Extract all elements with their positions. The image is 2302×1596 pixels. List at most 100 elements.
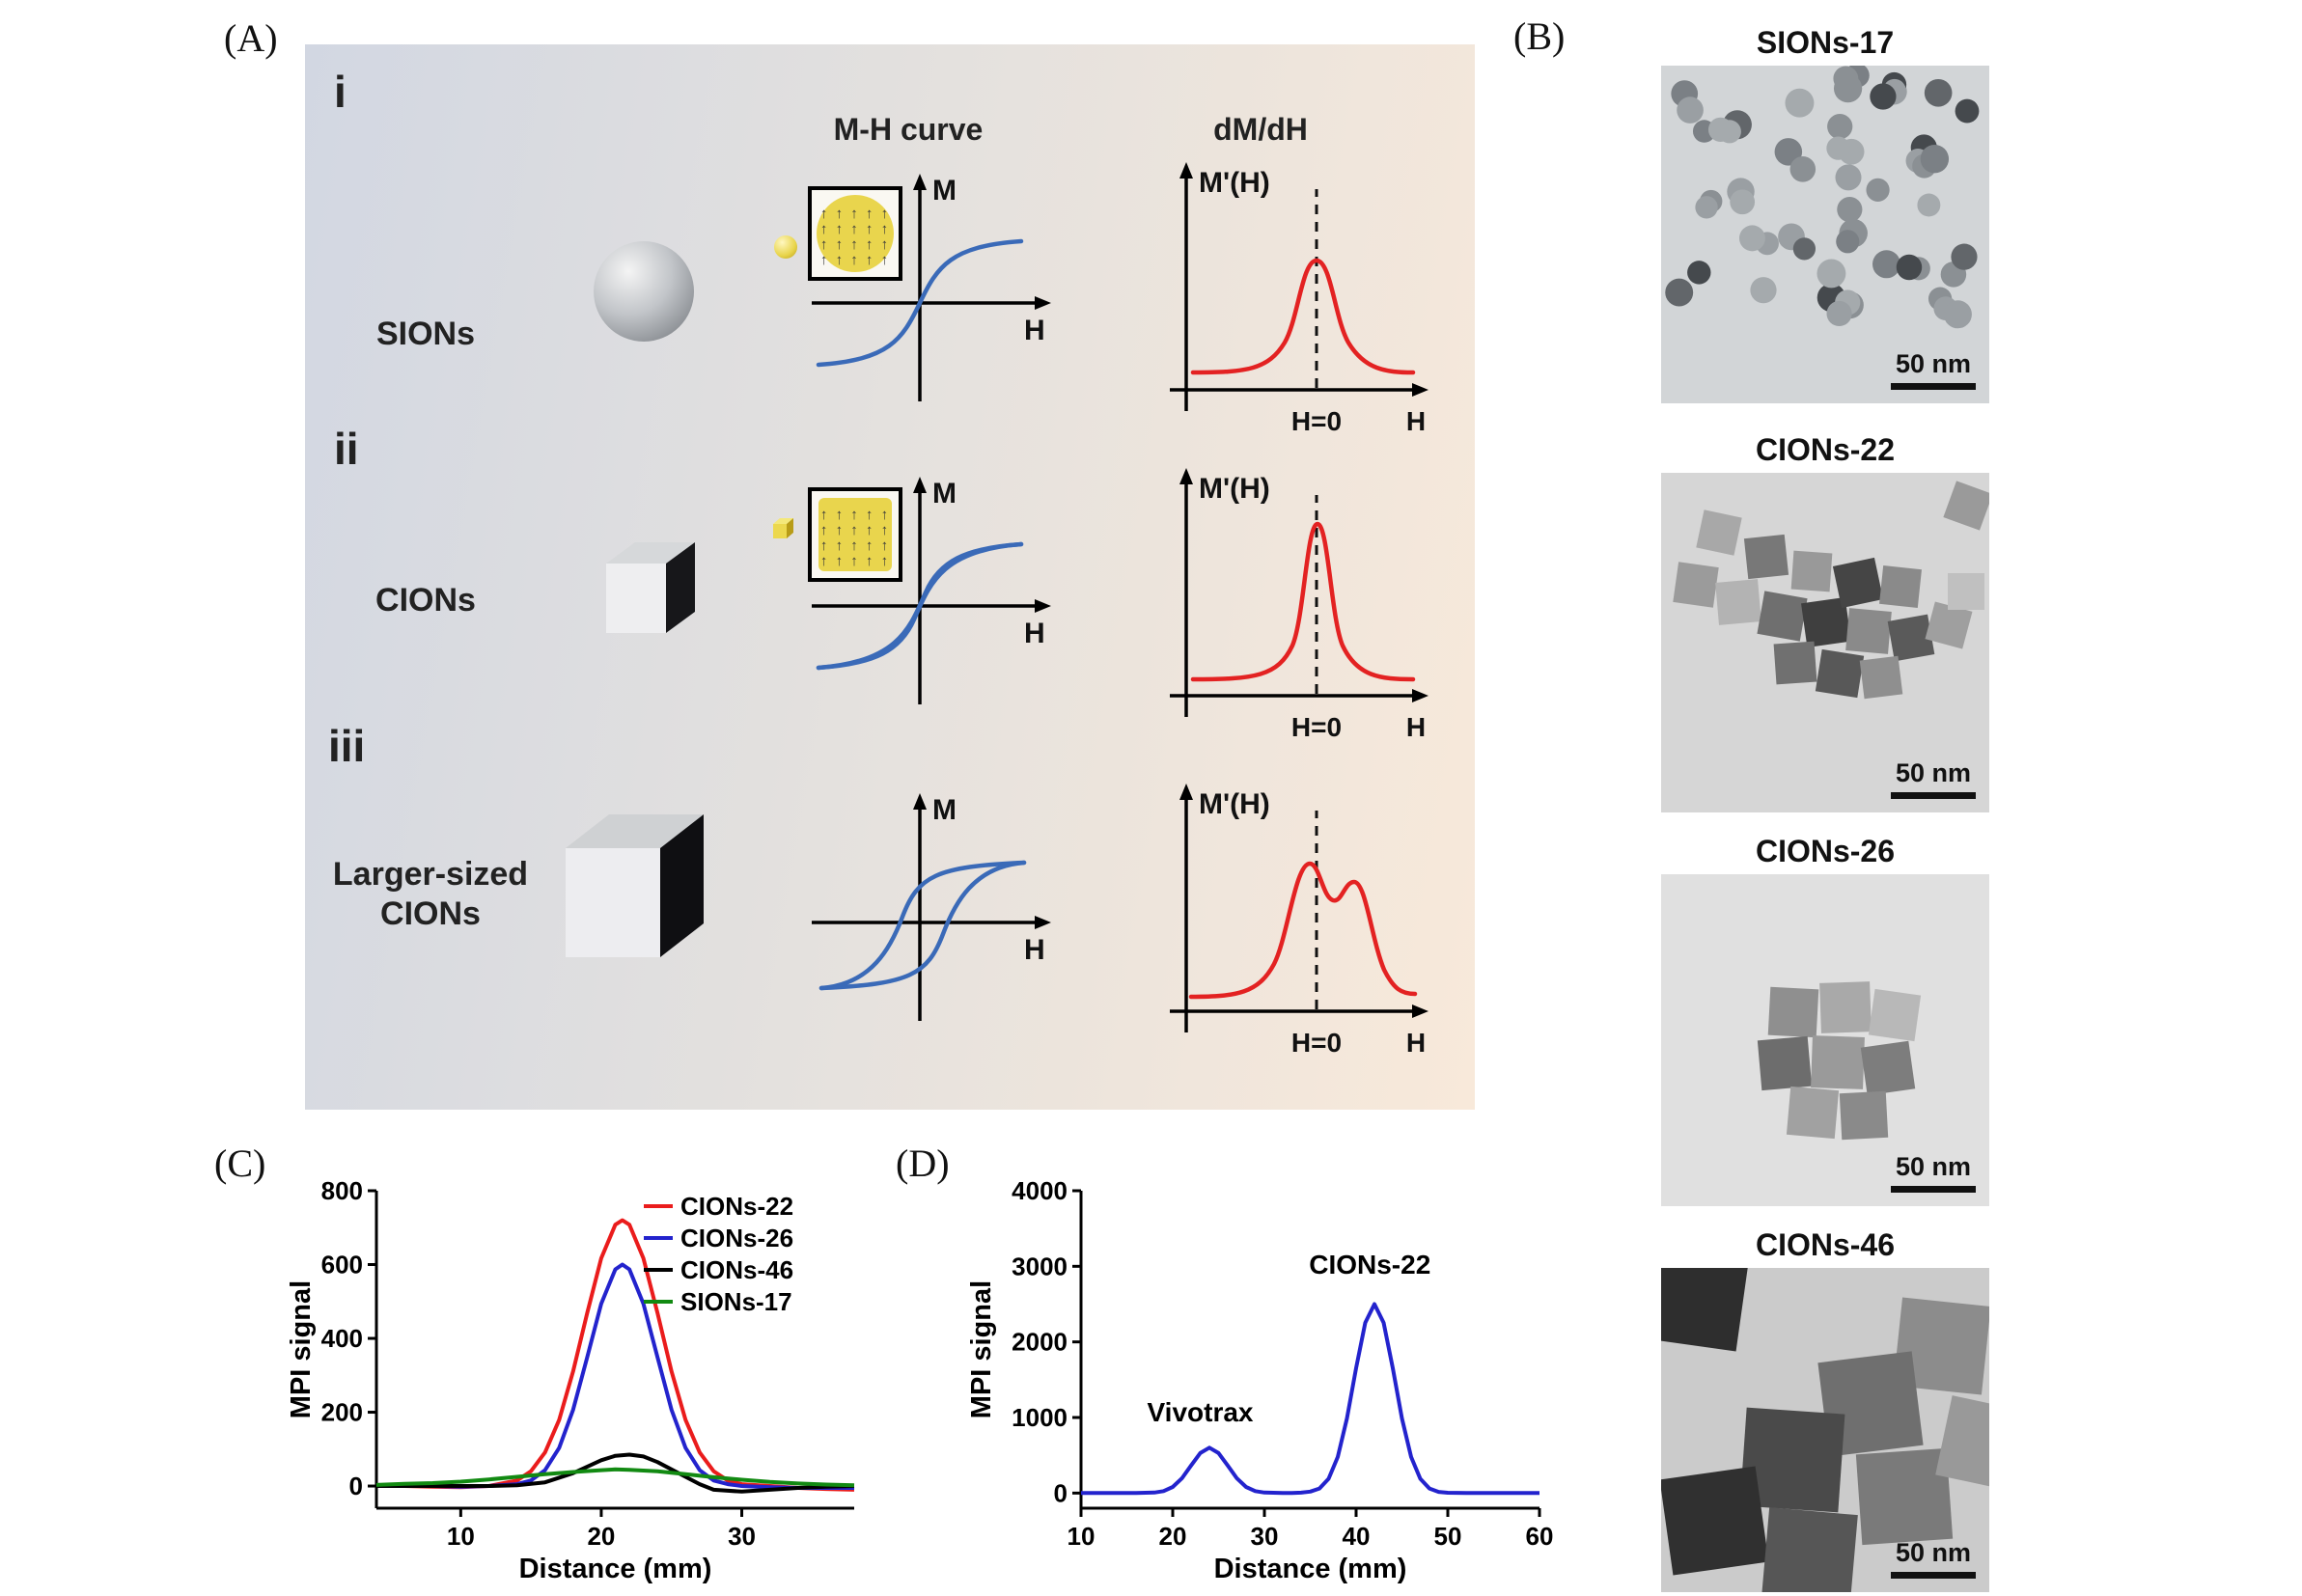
tem-svg-sions17: [1661, 66, 1989, 403]
dmdh-plot-ii: M'(H) H=0 H: [1170, 468, 1428, 742]
svg-text:SIONs-17: SIONs-17: [680, 1287, 792, 1316]
svg-text:0: 0: [349, 1472, 363, 1500]
dmdh-plot-i: M'(H) H=0 H: [1170, 162, 1428, 436]
svg-text:M'(H): M'(H): [1199, 788, 1270, 820]
mpi-signal-chart-d: 10 20 30 40 50 60 0 1000 2000 3000 4000 Distance (m…: [966, 1179, 1554, 1584]
scale-bar: 50 nm: [1891, 1538, 1976, 1579]
scale-bar: 50 nm: [1891, 758, 1976, 799]
mh-plot-i: M H: [812, 174, 1051, 401]
svg-text:CIONs-22: CIONs-22: [680, 1192, 793, 1221]
svg-text:M: M: [932, 478, 957, 509]
panel-d-letter: (D): [896, 1142, 950, 1185]
scale-bar-label: 50 nm: [1895, 349, 1972, 378]
h-axis-label: H: [1406, 406, 1426, 436]
dmdh-header: dM/dH: [1213, 112, 1308, 147]
panel-c-letter: (C): [214, 1142, 266, 1185]
svg-text:10: 10: [447, 1522, 475, 1551]
svg-text:↑ ↑ ↑ ↑ ↑: ↑ ↑ ↑ ↑ ↑: [820, 236, 890, 253]
svg-text:600: 600: [321, 1251, 363, 1280]
svg-text:↑ ↑ ↑ ↑ ↑: ↑ ↑ ↑ ↑ ↑: [820, 522, 890, 538]
tem-title-cions46: CIONs-46: [1755, 1227, 1896, 1262]
svg-text:60: 60: [1526, 1522, 1554, 1551]
svg-text:MPI signal: MPI signal: [286, 1280, 317, 1418]
svg-text:↑ ↑ ↑ ↑ ↑: ↑ ↑ ↑ ↑ ↑: [820, 553, 890, 569]
svg-text:800: 800: [321, 1179, 363, 1205]
dmdh-sharp-peak-curve: [1190, 521, 1416, 682]
small-sphere-icon: [774, 235, 797, 259]
tem-title-sions17: SIONs-17: [1756, 25, 1895, 60]
mh-sigmoid-curve: [816, 238, 1024, 368]
spin-arrows: ↑ ↑ ↑ ↑ ↑: [820, 206, 890, 222]
tem-svg-cions22: [1661, 473, 1989, 812]
moment-inset-sphere: ↑ ↑ ↑ ↑ ↑ ↑ ↑ ↑ ↑ ↑ ↑ ↑ ↑ ↑ ↑ ↑ ↑ ↑ ↑ ↑: [808, 186, 902, 281]
svg-text:30: 30: [728, 1522, 756, 1551]
svg-text:CIONs-46: CIONs-46: [680, 1255, 793, 1284]
svg-text:200: 200: [321, 1398, 363, 1427]
svg-text:MPI signal: MPI signal: [966, 1280, 997, 1418]
tem-title-cions22: CIONs-22: [1755, 432, 1896, 467]
mh-wide-loop-ascending: [818, 860, 1027, 991]
svg-text:↑ ↑ ↑ ↑ ↑: ↑ ↑ ↑ ↑ ↑: [820, 252, 890, 268]
svg-text:H=0: H=0: [1291, 1028, 1342, 1058]
svg-text:Distance (mm): Distance (mm): [519, 1554, 712, 1584]
svg-text:2000: 2000: [1012, 1328, 1068, 1357]
svg-text:20: 20: [587, 1522, 615, 1551]
mh-plot-iii: M H: [812, 793, 1051, 1021]
svg-text:4000: 4000: [1012, 1179, 1068, 1205]
svg-text:CIONs-22: CIONs-22: [1309, 1250, 1430, 1280]
svg-text:CIONs-26: CIONs-26: [680, 1224, 793, 1252]
m-axis-label: M: [932, 175, 957, 206]
tem-svg-cions26: [1661, 874, 1989, 1206]
scale-bar-line: [1891, 383, 1976, 390]
svg-text:↑ ↑ ↑ ↑ ↑: ↑ ↑ ↑ ↑ ↑: [820, 221, 890, 237]
tem-svg-cions46: [1661, 1268, 1989, 1592]
h0-label: H=0: [1291, 406, 1342, 436]
row-iii-index: iii: [328, 721, 366, 771]
mh-wide-loop-descending: [818, 860, 1027, 991]
svg-text:30: 30: [1251, 1522, 1279, 1551]
svg-text:M: M: [932, 794, 957, 826]
svg-text:10: 10: [1068, 1522, 1096, 1551]
tem-title-cions26: CIONs-26: [1755, 834, 1896, 868]
moment-inset-cube: ↑ ↑ ↑ ↑ ↑ ↑ ↑ ↑ ↑ ↑ ↑ ↑ ↑ ↑ ↑ ↑ ↑ ↑ ↑ ↑: [808, 487, 902, 582]
svg-text:H: H: [1406, 712, 1426, 742]
row-iii-name: Larger-sized CIONs: [332, 856, 529, 933]
tem-image-cions46: 50 nm: [1661, 1268, 1989, 1592]
svg-text:400: 400: [321, 1324, 363, 1353]
mprime-axis-label: M'(H): [1199, 167, 1270, 199]
svg-text:H=0: H=0: [1291, 712, 1342, 742]
large-cion-cube-icon: [566, 814, 704, 957]
svg-text:Distance (mm): Distance (mm): [1214, 1554, 1407, 1584]
svg-text:H: H: [1024, 934, 1045, 966]
tem-image-sions17: 50 nm: [1661, 66, 1989, 403]
row-i-index: i: [334, 67, 347, 117]
scale-bar: 50 nm: [1891, 1152, 1976, 1193]
panel-a-schematic: M-H curve dM/dH i SIONs ↑ ↑ ↑ ↑ ↑ ↑ ↑ ↑ …: [305, 44, 1475, 1110]
svg-text:H: H: [1024, 618, 1045, 649]
svg-text:↑ ↑ ↑ ↑ ↑: ↑ ↑ ↑ ↑ ↑: [820, 537, 890, 554]
tem-image-cions26: 50 nm: [1661, 874, 1989, 1206]
svg-text:50: 50: [1434, 1522, 1462, 1551]
mh-plot-ii: M H: [812, 477, 1051, 704]
scale-bar: 50 nm: [1891, 349, 1976, 390]
svg-text:H: H: [1406, 1028, 1426, 1058]
svg-text:↑ ↑ ↑ ↑ ↑: ↑ ↑ ↑ ↑ ↑: [820, 507, 890, 523]
h-axis-label: H: [1024, 315, 1045, 346]
svg-text:0: 0: [1054, 1478, 1068, 1507]
mh-loop-descending: [816, 541, 1024, 671]
panel-b-letter: (B): [1513, 14, 1566, 58]
small-cube-icon: [773, 518, 793, 538]
panel-a-letter: (A): [224, 16, 278, 60]
svg-text:40: 40: [1343, 1522, 1371, 1551]
row-i-name: SIONs: [375, 316, 476, 352]
row-ii-name: CIONs: [375, 582, 476, 619]
dmdh-double-hump-curve: [1188, 861, 1418, 1000]
dmdh-peak-curve: [1190, 258, 1416, 375]
svg-text:3000: 3000: [1012, 1252, 1068, 1280]
dmdh-plot-iii: M'(H) H=0 H: [1170, 784, 1428, 1058]
row-ii-index: ii: [334, 424, 359, 474]
sion-sphere-icon: [594, 241, 694, 342]
mpi-signal-chart-c: 10 20 30 0 200 400 600 800 Distance (mm) MPI sign…: [286, 1179, 855, 1584]
svg-text:1000: 1000: [1012, 1403, 1068, 1432]
